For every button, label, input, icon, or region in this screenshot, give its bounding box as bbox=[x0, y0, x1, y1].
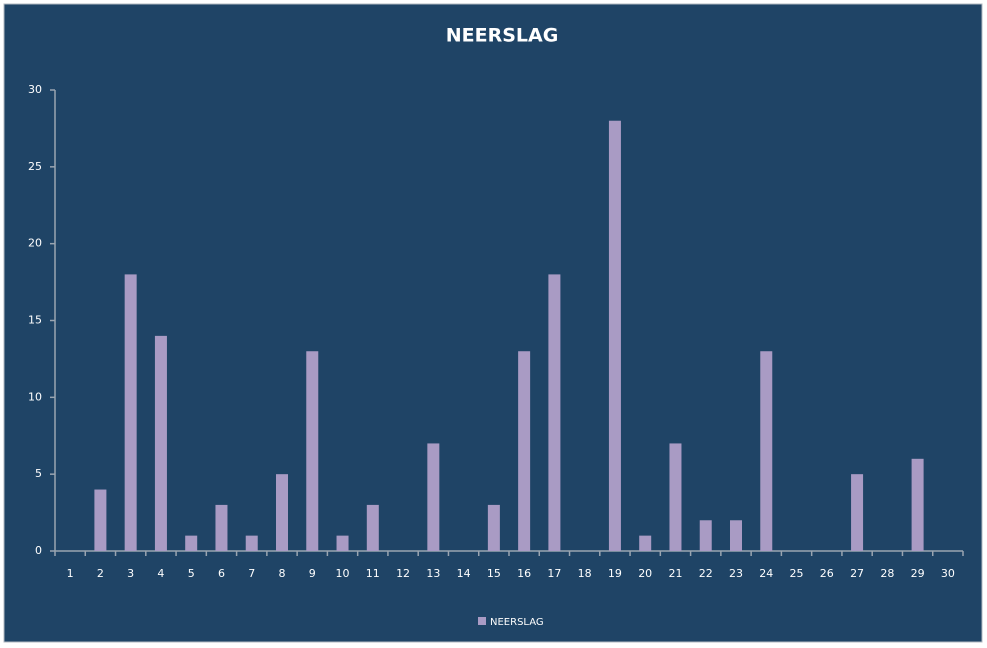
x-tick-label: 25 bbox=[790, 567, 804, 580]
x-tick-label: 29 bbox=[911, 567, 925, 580]
y-tick-label: 20 bbox=[28, 237, 42, 250]
bar bbox=[215, 504, 228, 551]
bar bbox=[760, 351, 773, 551]
x-tick-label: 16 bbox=[517, 567, 531, 580]
x-tick-label: 15 bbox=[487, 567, 501, 580]
x-tick-label: 5 bbox=[188, 567, 195, 580]
x-tick-label: 11 bbox=[366, 567, 380, 580]
x-tick-label: 8 bbox=[279, 567, 286, 580]
x-tick-label: 6 bbox=[218, 567, 225, 580]
y-tick-label: 0 bbox=[35, 544, 42, 557]
y-tick-label: 30 bbox=[28, 83, 42, 96]
bar bbox=[608, 120, 621, 551]
bar bbox=[699, 520, 712, 551]
bar bbox=[154, 335, 167, 551]
x-tick-label: 28 bbox=[880, 567, 894, 580]
x-tick-label: 26 bbox=[820, 567, 834, 580]
bar bbox=[911, 458, 924, 551]
bar bbox=[669, 443, 682, 551]
x-tick-label: 7 bbox=[248, 567, 255, 580]
x-tick-label: 14 bbox=[457, 567, 471, 580]
bar bbox=[427, 443, 440, 551]
x-tick-label: 20 bbox=[638, 567, 652, 580]
x-tick-label: 23 bbox=[729, 567, 743, 580]
bar bbox=[185, 535, 198, 551]
x-tick-label: 18 bbox=[578, 567, 592, 580]
legend-label: NEERSLAG bbox=[490, 617, 544, 628]
bar bbox=[730, 520, 742, 551]
x-tick-label: 12 bbox=[396, 567, 410, 580]
x-tick-label: 1 bbox=[67, 567, 74, 580]
bar bbox=[94, 489, 107, 551]
x-tick-label: 4 bbox=[157, 567, 164, 580]
bar bbox=[851, 474, 864, 551]
y-tick-label: 15 bbox=[28, 314, 42, 327]
bar bbox=[124, 274, 137, 551]
y-tick-label: 5 bbox=[35, 467, 42, 480]
x-tick-label: 19 bbox=[608, 567, 622, 580]
x-tick-label: 22 bbox=[699, 567, 713, 580]
legend-swatch bbox=[478, 617, 486, 625]
x-tick-label: 3 bbox=[127, 567, 134, 580]
x-tick-label: 30 bbox=[941, 567, 955, 580]
bar bbox=[245, 535, 258, 551]
bar bbox=[487, 504, 500, 551]
bar bbox=[306, 351, 319, 551]
x-tick-label: 13 bbox=[426, 567, 440, 580]
x-tick-label: 27 bbox=[850, 567, 864, 580]
x-tick-label: 2 bbox=[97, 567, 104, 580]
bar bbox=[366, 504, 379, 551]
bar bbox=[548, 274, 561, 551]
bar bbox=[336, 535, 349, 551]
x-tick-label: 17 bbox=[547, 567, 561, 580]
chart-title: NEERSLAG bbox=[446, 25, 559, 47]
bar bbox=[639, 535, 652, 551]
y-tick-label: 10 bbox=[28, 390, 42, 403]
x-tick-label: 9 bbox=[309, 567, 316, 580]
x-tick-label: 24 bbox=[759, 567, 773, 580]
bar bbox=[518, 351, 531, 551]
x-tick-label: 21 bbox=[668, 567, 682, 580]
x-tick-label: 10 bbox=[336, 567, 350, 580]
bar bbox=[276, 474, 288, 551]
y-tick-label: 25 bbox=[28, 160, 42, 173]
